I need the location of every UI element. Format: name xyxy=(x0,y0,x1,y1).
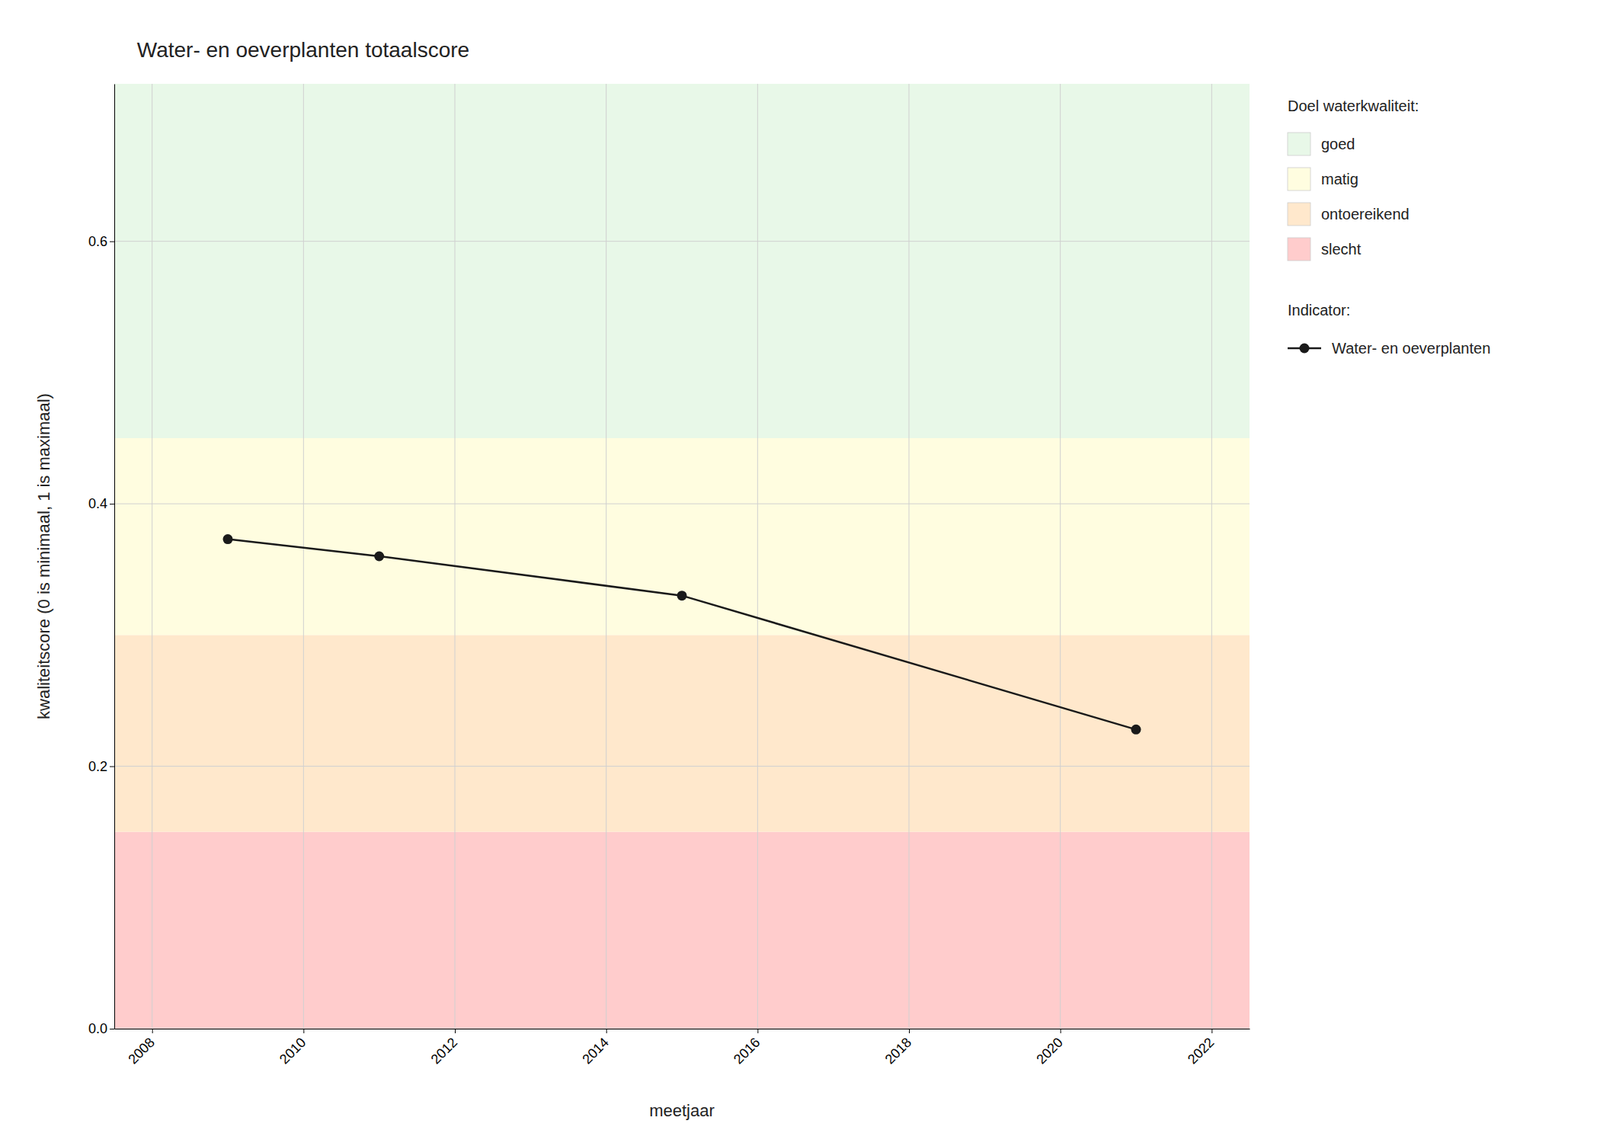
grid-line-y xyxy=(114,503,1250,505)
y-tick: 0.0 xyxy=(88,1020,115,1037)
grid-line-x xyxy=(303,83,304,1029)
legend-item: ontoereikend xyxy=(1287,202,1410,226)
grid-line-x xyxy=(605,83,607,1029)
series-marker xyxy=(374,551,384,562)
x-tick-label: 2014 xyxy=(579,1034,612,1067)
x-tick-label: 2012 xyxy=(428,1034,461,1067)
x-tick-label: 2010 xyxy=(276,1034,309,1067)
zone xyxy=(114,438,1250,635)
x-axis: 2008 2010 2012 2014 2016 2018 2020 2022 xyxy=(115,1028,1251,1067)
x-tick: 2016 xyxy=(730,1028,763,1067)
x-tick-label: 2022 xyxy=(1184,1034,1217,1067)
y-tick-mark xyxy=(109,241,115,243)
y-axis-title: kwaliteitscore (0 is minimaal, 1 is maxi… xyxy=(34,393,54,720)
series-marker xyxy=(223,534,234,544)
x-tick-label: 2018 xyxy=(882,1034,915,1067)
x-tick-label: 2008 xyxy=(124,1034,157,1067)
legend-label: ontoereikend xyxy=(1321,205,1410,223)
y-tick-label: 0.6 xyxy=(88,233,108,250)
plot-area xyxy=(114,83,1250,1029)
series-marker xyxy=(677,590,688,601)
x-tick-label: 2020 xyxy=(1033,1034,1066,1067)
series-marker xyxy=(1131,724,1142,735)
grid-line-y xyxy=(114,240,1250,242)
legend-item: Water- en oeverplanten xyxy=(1287,339,1491,357)
y-tick-label: 0.2 xyxy=(88,758,108,775)
grid-line-y xyxy=(114,765,1250,767)
x-tick-mark xyxy=(1060,1028,1062,1034)
y-tick-mark xyxy=(109,503,115,505)
y-tick: 0.4 xyxy=(88,496,115,512)
x-tick-mark xyxy=(1211,1028,1213,1034)
x-tick: 2018 xyxy=(882,1028,915,1067)
legend-title: Indicator: xyxy=(1287,301,1351,319)
x-tick-mark xyxy=(908,1028,910,1034)
chart-title: Water- en oeverplanten totaalscore xyxy=(137,38,470,62)
legend-item: matig xyxy=(1287,167,1359,191)
x-tick-mark xyxy=(454,1028,456,1034)
legend-label: goed xyxy=(1321,135,1356,153)
legend-marker xyxy=(1299,343,1310,354)
x-tick-mark xyxy=(152,1028,154,1034)
plot-root: 200820102012201420162018202020220.00.20.… xyxy=(88,83,1251,1067)
y-tick-mark xyxy=(109,1028,115,1030)
x-axis-line xyxy=(115,1028,1251,1030)
legend-swatch xyxy=(1287,202,1311,226)
x-tick: 2020 xyxy=(1033,1028,1066,1067)
legend-title: Doel waterkwaliteit: xyxy=(1287,97,1419,115)
legend-swatch xyxy=(1287,237,1311,261)
legend: Doel waterkwaliteit: goed matig ontoereiken… xyxy=(1287,97,1491,357)
series-line xyxy=(227,539,1136,730)
grid-line-x xyxy=(908,83,910,1029)
legend-item: goed xyxy=(1287,132,1356,156)
grid-line-y xyxy=(114,1028,1250,1030)
y-tick: 0.6 xyxy=(88,233,115,250)
x-tick: 2012 xyxy=(428,1028,461,1067)
zone xyxy=(114,634,1250,832)
grid-line-x xyxy=(1211,83,1213,1029)
y-tick: 0.2 xyxy=(88,758,115,775)
legend-label: slecht xyxy=(1321,240,1362,258)
legend-label: Water- en oeverplanten xyxy=(1331,339,1491,357)
y-tick-label: 0.4 xyxy=(88,496,108,512)
x-tick-mark xyxy=(757,1028,759,1034)
zone xyxy=(114,832,1250,1029)
y-axis-line xyxy=(114,84,116,1030)
chart: 200820102012201420162018202020220.00.20.… xyxy=(0,0,1600,1143)
zone xyxy=(114,83,1250,439)
x-tick: 2022 xyxy=(1184,1028,1217,1067)
legend-item: slecht xyxy=(1287,237,1362,261)
grid-line-x xyxy=(1059,83,1061,1029)
y-tick-mark xyxy=(109,766,115,768)
x-axis-title: meetjaar xyxy=(649,1100,715,1120)
x-tick: 2010 xyxy=(276,1028,309,1067)
x-tick-label: 2016 xyxy=(730,1034,763,1067)
y-axis: 0.0 0.2 0.4 0.6 xyxy=(88,84,116,1037)
zones xyxy=(114,83,1250,1029)
legend-swatch xyxy=(1287,167,1311,191)
grid-line-x xyxy=(454,83,456,1029)
series xyxy=(223,534,1142,735)
x-tick-mark xyxy=(303,1028,304,1034)
legend-swatch xyxy=(1287,132,1311,156)
x-tick: 2008 xyxy=(124,1028,157,1067)
x-tick-mark xyxy=(606,1028,608,1034)
y-tick-label: 0.0 xyxy=(88,1020,108,1037)
grid-line-x xyxy=(757,83,759,1029)
x-tick: 2014 xyxy=(579,1028,612,1067)
grid xyxy=(114,83,1250,1029)
legend-label: matig xyxy=(1321,170,1359,188)
grid-line-x xyxy=(151,83,153,1029)
